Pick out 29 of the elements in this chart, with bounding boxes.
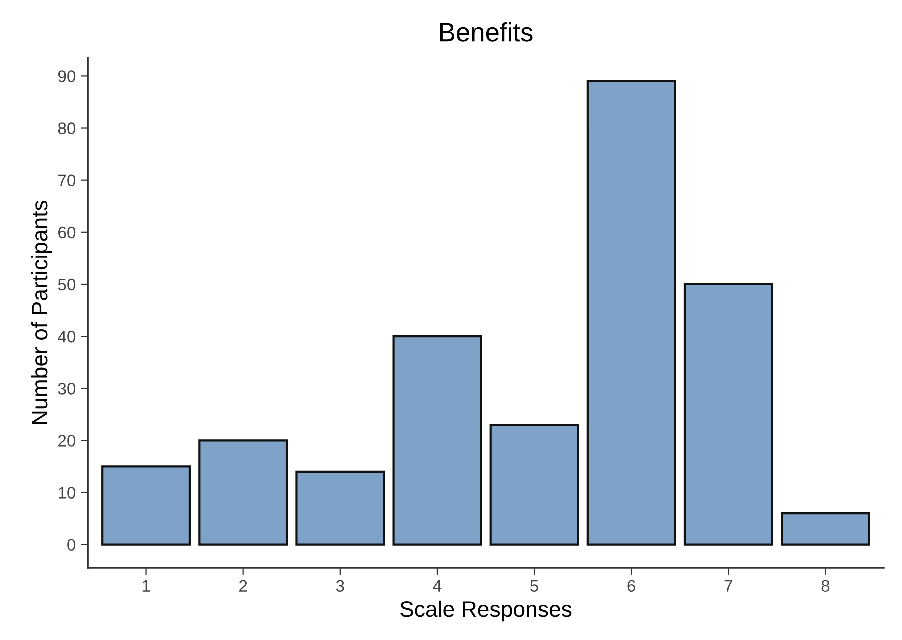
bar <box>102 466 191 546</box>
y-tick-label: 80 <box>58 122 76 134</box>
bar <box>198 440 288 546</box>
bar <box>684 283 774 546</box>
y-tick-label: 10 <box>58 487 76 499</box>
y-tick-label: 30 <box>58 383 76 395</box>
bar <box>781 512 870 546</box>
x-tick-label: 7 <box>724 580 732 592</box>
y-tick-label: 0 <box>68 539 76 552</box>
y-tick-label: 60 <box>58 226 76 239</box>
bar <box>296 470 386 546</box>
x-axis-title: Scale Responses <box>400 600 572 622</box>
y-axis-title: Number of Participants <box>31 200 52 424</box>
bar <box>586 80 676 546</box>
y-tick-label: 70 <box>58 174 76 187</box>
x-tick-label: 4 <box>433 580 442 592</box>
chart-title: Benefits <box>440 22 533 42</box>
y-tick-label: 20 <box>58 435 76 447</box>
y-tick-label: 40 <box>58 330 76 343</box>
x-tick-label: 2 <box>240 580 248 592</box>
x-tick-label: 6 <box>628 580 636 592</box>
x-tick-label: 5 <box>530 580 538 592</box>
x-tick-label: 8 <box>822 580 830 592</box>
y-tick-label: 90 <box>58 70 76 82</box>
bar <box>392 336 482 546</box>
x-tick-label: 1 <box>142 580 150 592</box>
x-tick-label: 3 <box>336 580 344 592</box>
y-tick-label: 50 <box>58 278 76 291</box>
bar <box>490 424 580 546</box>
